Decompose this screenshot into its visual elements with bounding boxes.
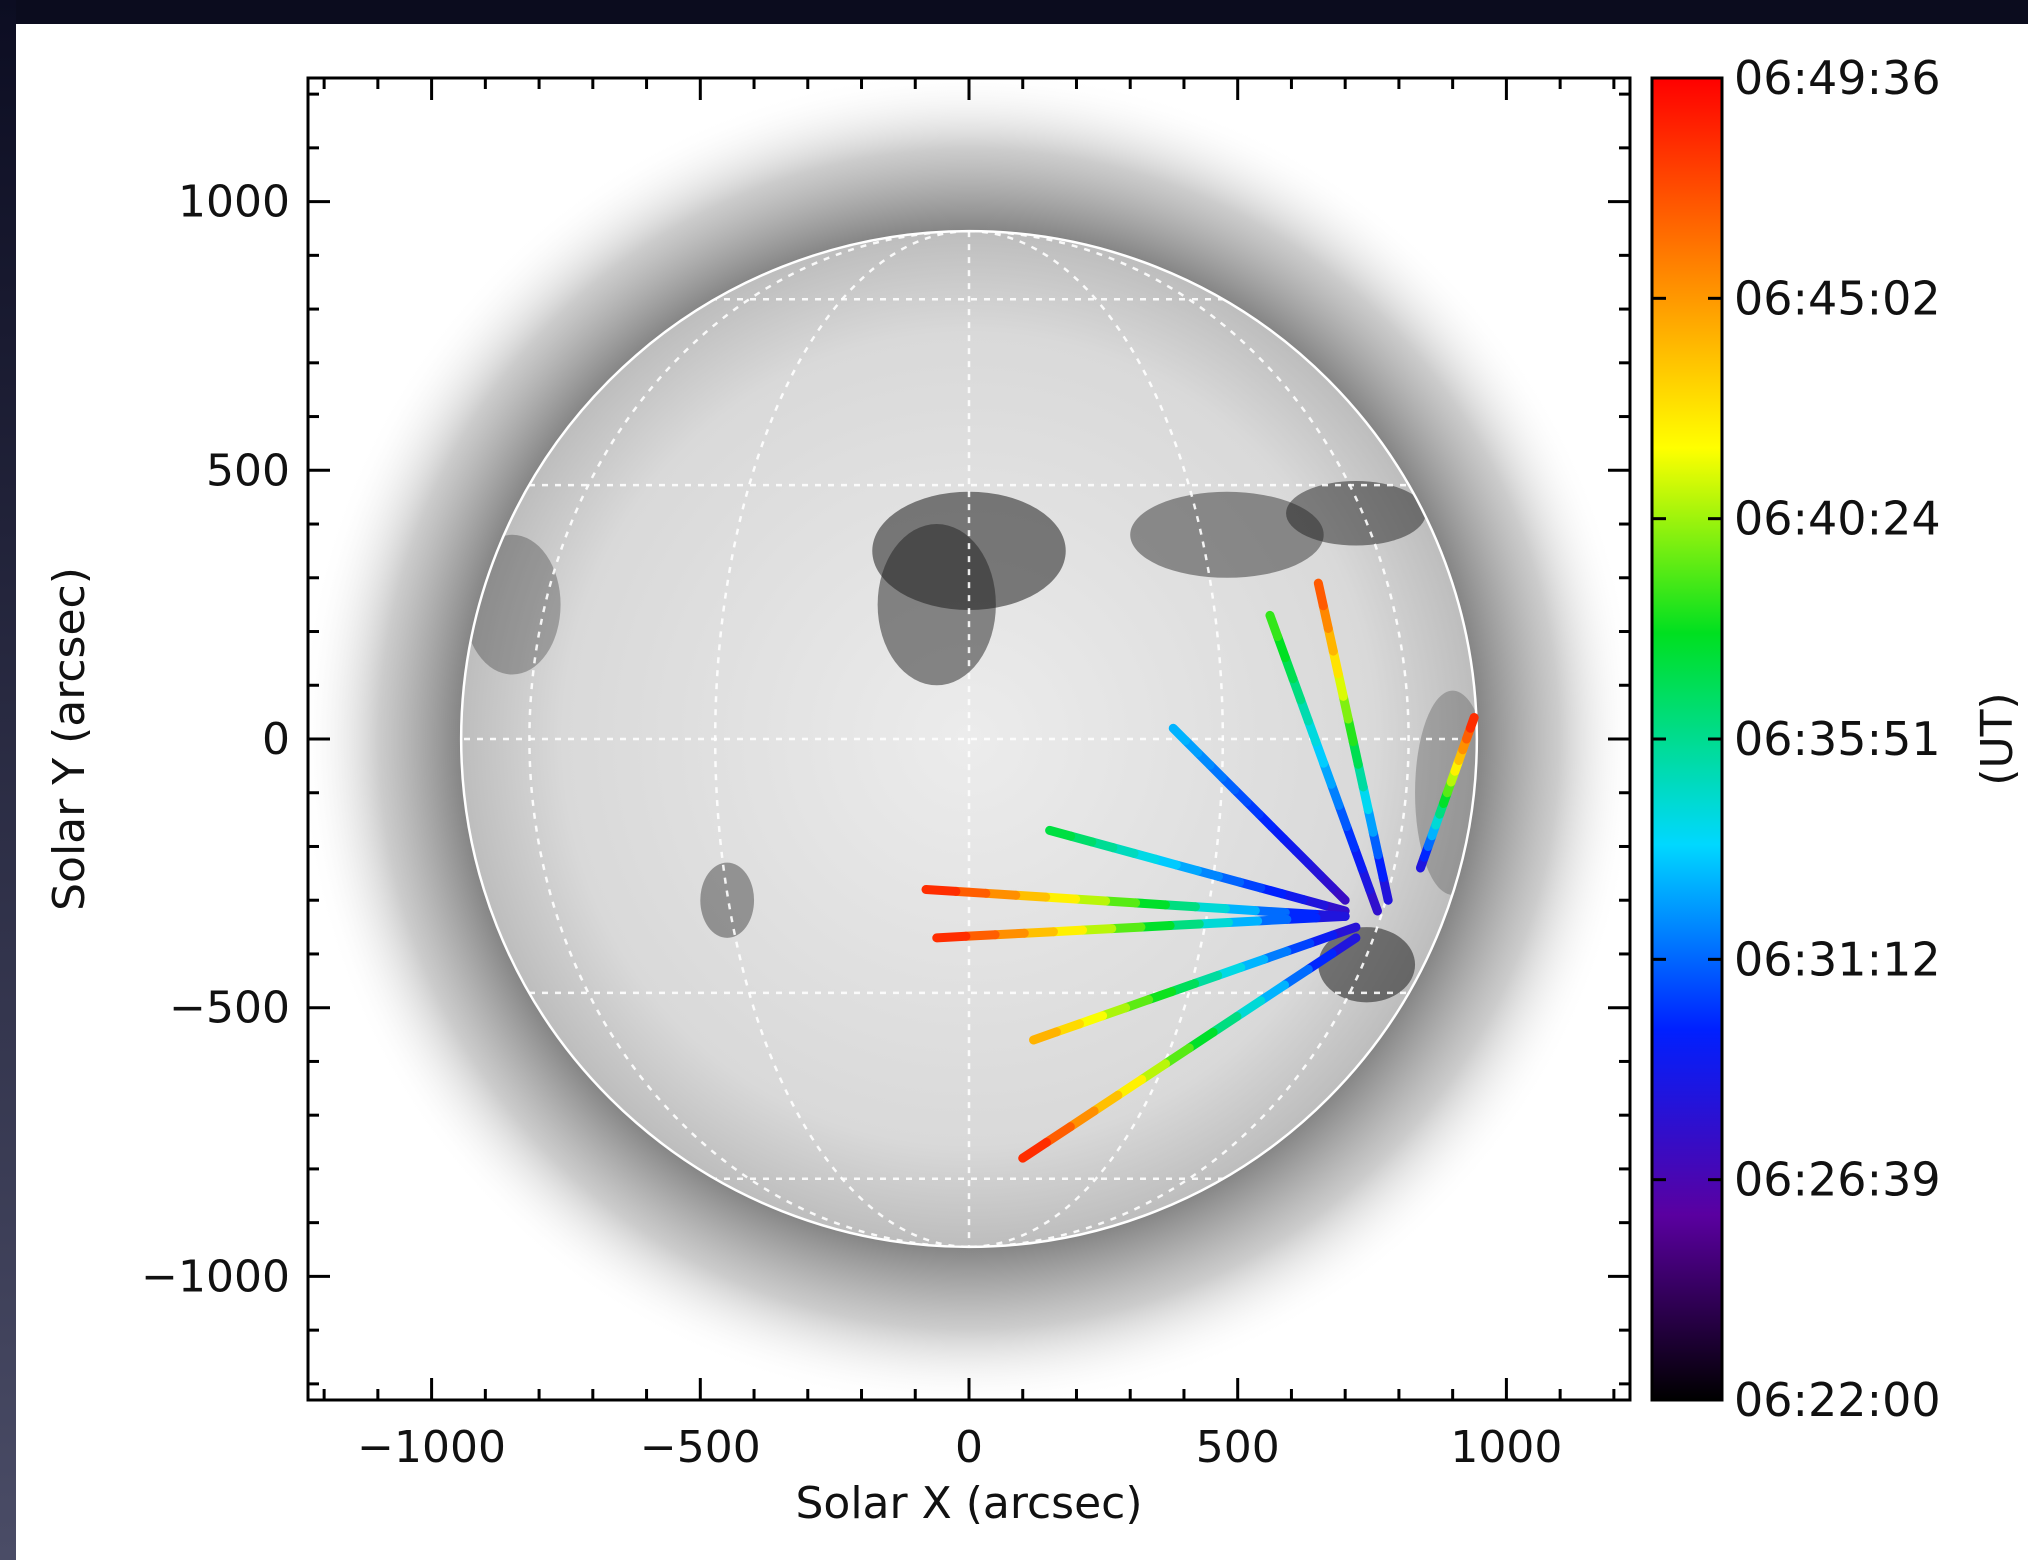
- wavefront-trace-3: [932, 931, 971, 943]
- wavefront-trace-2: [1071, 894, 1111, 906]
- meridian-line: [528, 231, 970, 1247]
- wavefront-trace-2: [1220, 904, 1260, 916]
- meridian-line: [714, 231, 970, 1247]
- wavefront-trace-2: [1190, 902, 1230, 914]
- wavefront-trace-5: [1137, 1059, 1171, 1084]
- wavefront-trace-3: [1136, 921, 1175, 932]
- wavefront-trace-8: [1465, 713, 1479, 733]
- wavefront-trace-5: [1303, 949, 1337, 974]
- x-tick-label: 0: [955, 1422, 983, 1473]
- active-region-4: [700, 862, 755, 938]
- wavefront-trace-5: [1065, 1106, 1099, 1132]
- wavefront-trace-3: [1194, 917, 1233, 929]
- wavefront-trace-5: [1232, 996, 1266, 1022]
- colorbar-tick-label: 06:45:02: [1734, 271, 1941, 325]
- x-axis-title: Solar X (arcsec): [795, 1478, 1142, 1529]
- colorbar-tick-label: 06:22:00: [1734, 1373, 1941, 1427]
- solar-figure: −1000 −500 0 500 1000 −1000 −500 0 500 1000 Solar…: [44, 51, 2023, 1529]
- active-region-2: [1130, 491, 1324, 578]
- colorbar-ticks: 06:22:00 06:26:39 06:31:12 06:35:51 06:40:24…: [1652, 51, 1941, 1427]
- wavefront-trace-5: [1089, 1090, 1123, 1116]
- wavefront-trace-5: [1327, 933, 1361, 959]
- active-region-1: [877, 524, 996, 686]
- colorbar-tick-label: 06:49:36: [1734, 51, 1941, 105]
- wavefront-trace-2: [1041, 892, 1081, 904]
- colorbar-tick-label: 06:31:12: [1734, 932, 1941, 986]
- y-tick-label: 1000: [178, 177, 290, 228]
- wavefront-trace-3: [1019, 927, 1058, 938]
- y-tick-label: −1000: [141, 1251, 290, 1302]
- colorbar-tick-label: 06:40:24: [1734, 492, 1941, 546]
- wavefront-trace-6: [1265, 610, 1283, 642]
- wavefront-trace-0: [1168, 723, 1190, 746]
- meridian-line: [968, 231, 1410, 1247]
- wavefront-trace-2: [921, 884, 961, 896]
- axis-ticks: −1000 −500 0 500 1000 −1000 −500 0 500 1000: [141, 78, 1630, 1473]
- x-tick-label: 500: [1196, 1422, 1280, 1473]
- wavefront-trace-3: [1282, 913, 1321, 924]
- wavefront-trace-3: [1223, 916, 1263, 927]
- wavefront-trace-5: [1184, 1027, 1218, 1053]
- wavefront-trace-5: [1161, 1043, 1194, 1069]
- figure-panel: −1000 −500 0 500 1000 −1000 −500 0 500 1000 Solar…: [16, 24, 2028, 1560]
- heliographic-grid: [461, 231, 1477, 1247]
- wavefront-trace-5: [1018, 1137, 1052, 1163]
- wavefront-trace-3: [961, 930, 1000, 941]
- colorbar-title: (UT): [1972, 692, 2023, 785]
- wavefront-trace-2: [1250, 906, 1290, 918]
- plot-area: [308, 78, 1630, 1400]
- x-tick-label: 1000: [1450, 1422, 1562, 1473]
- wavefront-traces: [921, 578, 1479, 1163]
- y-tick-label: −500: [169, 983, 290, 1034]
- x-tick-label: −1000: [357, 1422, 506, 1473]
- wavefront-trace-5: [1042, 1122, 1075, 1147]
- figure-frame: [0, 0, 16, 1560]
- wavefront-trace-2: [1101, 896, 1141, 908]
- wavefront-trace-3: [990, 928, 1029, 940]
- wavefront-trace-3: [1107, 922, 1146, 934]
- wavefront-trace-1: [1045, 825, 1076, 841]
- colorbar-tick-label: 06:26:39: [1734, 1153, 1941, 1207]
- x-tick-label: −500: [640, 1422, 761, 1473]
- y-axis-title: Solar Y (arcsec): [44, 567, 95, 911]
- y-tick-label: 0: [262, 714, 290, 765]
- wavefront-trace-3: [1078, 924, 1117, 935]
- solar-limb: [459, 229, 1479, 1249]
- wavefront-trace-5: [1256, 980, 1290, 1006]
- wavefront-trace-2: [1131, 898, 1171, 910]
- wavefront-trace-3: [1048, 925, 1088, 937]
- wavefront-trace-2: [951, 886, 991, 898]
- wavefront-trace-3: [1311, 911, 1350, 923]
- active-region-3: [1286, 481, 1426, 546]
- wavefront-trace-5: [1280, 964, 1313, 990]
- wavefront-trace-5: [1113, 1074, 1147, 1100]
- wavefront-trace-3: [1165, 919, 1204, 931]
- y-tick-label: 500: [206, 445, 290, 496]
- wavefront-trace-2: [981, 888, 1021, 900]
- wavefront-trace-2: [1011, 890, 1051, 902]
- wavefront-trace-7: [1313, 578, 1328, 611]
- wavefront-trace-2: [1161, 900, 1200, 912]
- meridian-line: [968, 231, 1224, 1247]
- wavefront-trace-3: [1253, 914, 1292, 926]
- wavefront-trace-5: [1208, 1012, 1242, 1037]
- colorbar-tick-label: 06:35:51: [1734, 712, 1941, 766]
- disk-features: [463, 481, 1477, 1003]
- wavefront-trace-4: [1028, 1027, 1062, 1045]
